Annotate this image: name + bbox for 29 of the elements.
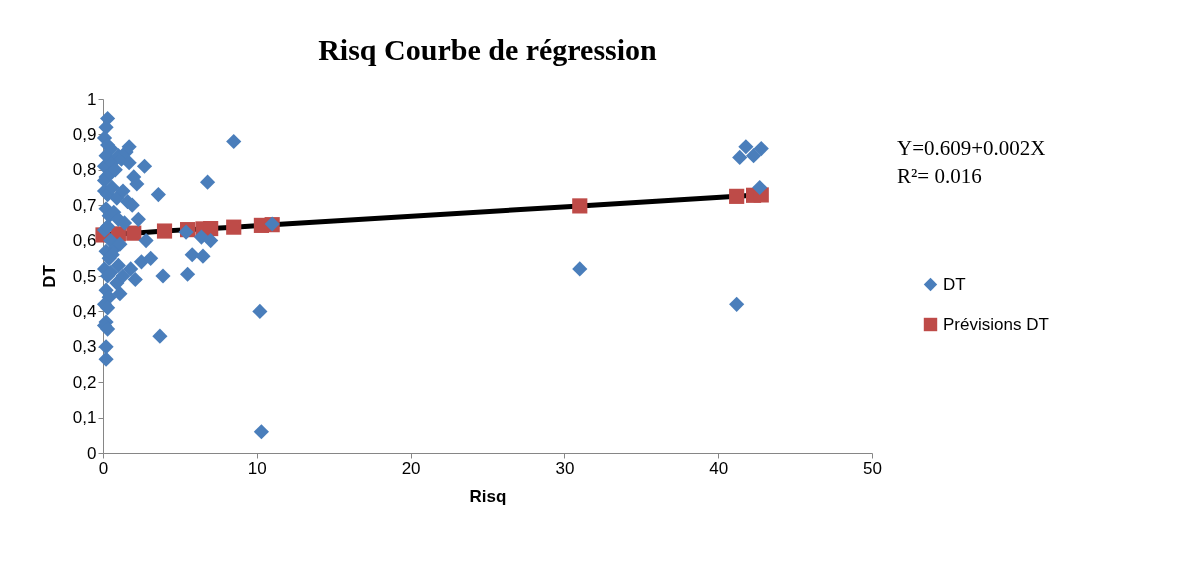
point	[572, 198, 588, 214]
x-axis-title: Risq	[469, 486, 507, 506]
y-tick-label: 0,7	[72, 195, 97, 215]
point	[126, 225, 142, 241]
text: R²= 0.016	[897, 164, 982, 188]
x-tick-label: 40	[709, 458, 729, 478]
text: Y=0.609+0.002X	[897, 136, 1046, 160]
x-tick-label: 30	[555, 458, 575, 478]
y-tick-label: 1	[87, 89, 97, 109]
legend-label: DT	[943, 274, 966, 294]
point	[729, 188, 745, 204]
y-tick-label: 0,5	[72, 266, 97, 286]
point	[156, 223, 173, 239]
y-tick-label: 0,6	[72, 231, 97, 251]
y-tick-label: 0,8	[72, 160, 97, 180]
x-tick-label: 20	[401, 458, 421, 478]
point	[203, 220, 219, 237]
x-tick-label: 10	[247, 458, 267, 478]
y-tick-label: 0,2	[72, 372, 97, 392]
x-tick-label: 50	[863, 458, 882, 478]
y-axis-title: DT	[39, 264, 59, 288]
y-tick-label: 0,3	[72, 337, 97, 357]
y-tick-label: 0	[87, 443, 97, 463]
y-tick-label: 0,1	[72, 408, 97, 428]
y-tick-label: 0,4	[72, 301, 97, 321]
point	[226, 219, 242, 235]
y-tick-label: 0,9	[72, 124, 97, 144]
legend-label: Prévisions DT	[943, 314, 1049, 334]
chart-title: Risq Courbe de régression	[318, 33, 658, 66]
